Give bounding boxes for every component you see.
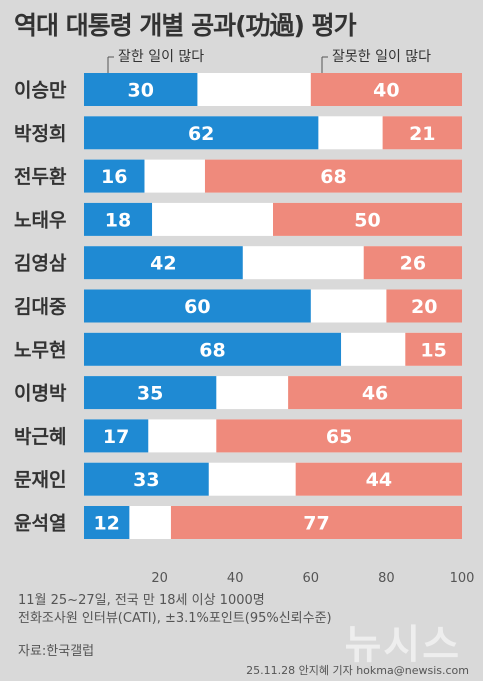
bar-bad xyxy=(170,506,462,539)
survey-note-line2: 전화조사원 인터뷰(CATI), ±3.1%포인트(95%신뢰수준) xyxy=(18,611,332,626)
data-label-good: 18 xyxy=(105,209,131,231)
data-label-good: 60 xyxy=(184,296,210,318)
data-label-bad: 20 xyxy=(411,296,437,318)
credit-line: 25.11.28 안지혜 기자 hokma@newsis.com xyxy=(246,664,469,677)
data-label-bad: 44 xyxy=(366,469,392,491)
category-label: 이명박 xyxy=(14,383,67,405)
bar-bad xyxy=(204,159,462,193)
bar-good xyxy=(84,202,153,236)
bar-bad xyxy=(216,419,462,453)
watermark-logo: 뉴시스 xyxy=(344,622,461,668)
data-label-good: 30 xyxy=(127,80,153,102)
data-label-good: 16 xyxy=(101,166,127,188)
data-label-bad: 65 xyxy=(326,426,352,448)
category-label: 윤석열 xyxy=(14,513,66,535)
data-label-good: 68 xyxy=(199,339,225,361)
bar-bad xyxy=(273,202,462,236)
category-label: 김영삼 xyxy=(14,253,67,275)
stacked-bar-chart: 이승만 30 40 박정희 62 21 전두환 16 68 노태우 18 50 김영삼 42 26 김대중 60… xyxy=(14,56,475,586)
category-label: 노태우 xyxy=(14,209,66,231)
legend-bad-label: 잘못한 일이 많다 xyxy=(332,49,432,65)
category-label: 문재인 xyxy=(14,469,66,491)
bar-bad xyxy=(295,462,462,496)
bar-good xyxy=(84,246,243,280)
x-tick-label: 100 xyxy=(450,571,475,586)
bar-good xyxy=(84,159,145,193)
source-note: 자료:한국갤럽 xyxy=(18,644,95,659)
legend-good-label: 잘한 일이 많다 xyxy=(118,49,205,65)
category-label: 이승만 xyxy=(14,80,67,102)
data-label-bad: 40 xyxy=(373,80,399,102)
chart-title: 역대 대통령 개별 공과(功過) 평가 xyxy=(14,11,357,40)
category-label: 김대중 xyxy=(14,296,66,318)
x-tick-label: 60 xyxy=(303,571,320,586)
data-label-bad: 77 xyxy=(303,513,329,535)
bar-good xyxy=(84,462,209,496)
survey-note: 11월 25~27일, 전국 만 18세 이상 1000명 전화조사원 인터뷰(… xyxy=(18,592,332,628)
x-tick-label: 40 xyxy=(227,571,244,586)
data-label-bad: 26 xyxy=(400,253,426,275)
bar-bad xyxy=(382,116,462,150)
data-label-bad: 50 xyxy=(354,209,380,231)
data-label-good: 12 xyxy=(93,513,119,535)
bar-good xyxy=(84,73,198,106)
bar-bad xyxy=(310,73,462,106)
bar-bad xyxy=(288,376,462,410)
bar-good xyxy=(84,116,319,150)
bar-good xyxy=(84,332,342,366)
x-tick-label: 80 xyxy=(378,571,395,586)
bar-good xyxy=(84,419,149,453)
bar-bad xyxy=(405,332,462,366)
data-label-bad: 15 xyxy=(420,339,446,361)
bar-good xyxy=(84,506,130,539)
bar-good xyxy=(84,376,217,410)
data-label-good: 17 xyxy=(103,426,129,448)
data-label-good: 62 xyxy=(188,123,214,145)
data-label-bad: 21 xyxy=(409,123,435,145)
data-label-bad: 46 xyxy=(362,383,388,405)
category-label: 전두환 xyxy=(14,166,67,188)
category-label: 박정희 xyxy=(14,123,66,145)
category-label: 박근혜 xyxy=(14,426,66,448)
x-tick-label: 20 xyxy=(151,571,168,586)
bar-bad xyxy=(363,246,462,280)
category-label: 노무현 xyxy=(14,339,66,361)
data-label-bad: 68 xyxy=(320,166,346,188)
data-label-good: 35 xyxy=(137,383,163,405)
data-label-good: 33 xyxy=(133,469,159,491)
survey-note-line1: 11월 25~27일, 전국 만 18세 이상 1000명 xyxy=(18,593,265,608)
data-label-good: 42 xyxy=(150,253,176,275)
bar-bad xyxy=(386,289,462,323)
bar-good xyxy=(84,289,311,323)
